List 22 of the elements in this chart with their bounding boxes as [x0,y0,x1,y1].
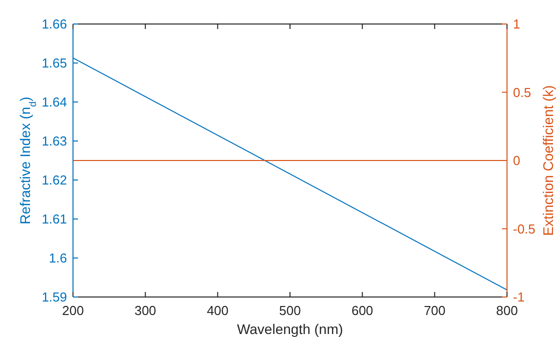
y2-tick-label: 1 [513,16,520,32]
y2-tick-label: -0.5 [513,221,536,236]
x-axis-title: Wavelength (nm) [236,321,344,337]
x-tick-label: 700 [424,303,446,318]
y-tick-label: 1.66 [42,16,67,32]
x-tick-label: 500 [279,303,301,318]
x-tick-label: 600 [351,303,374,318]
x-tick-label: 300 [134,303,156,318]
y-tick-label: 1.64 [42,94,67,110]
y-tick-label: 1.63 [42,134,67,148]
y2-tick-label: -1 [513,290,525,304]
y2-tick-label: 0.5 [513,84,532,100]
y-tick-label: 1.65 [42,56,67,70]
y2-axis-title: Extinction Coefficient (k) [540,85,556,236]
y-tick-label: 1.61 [42,212,67,226]
y-tick-label: 1.6 [48,250,67,266]
y2-tick-label: 0 [513,153,520,168]
x-tick-label: 400 [206,303,229,318]
x-tick-label: 200 [62,303,84,318]
y-tick-label: 1.62 [42,172,67,188]
y-tick-label: 1.59 [42,290,67,304]
x-tick-label: 800 [496,303,518,318]
